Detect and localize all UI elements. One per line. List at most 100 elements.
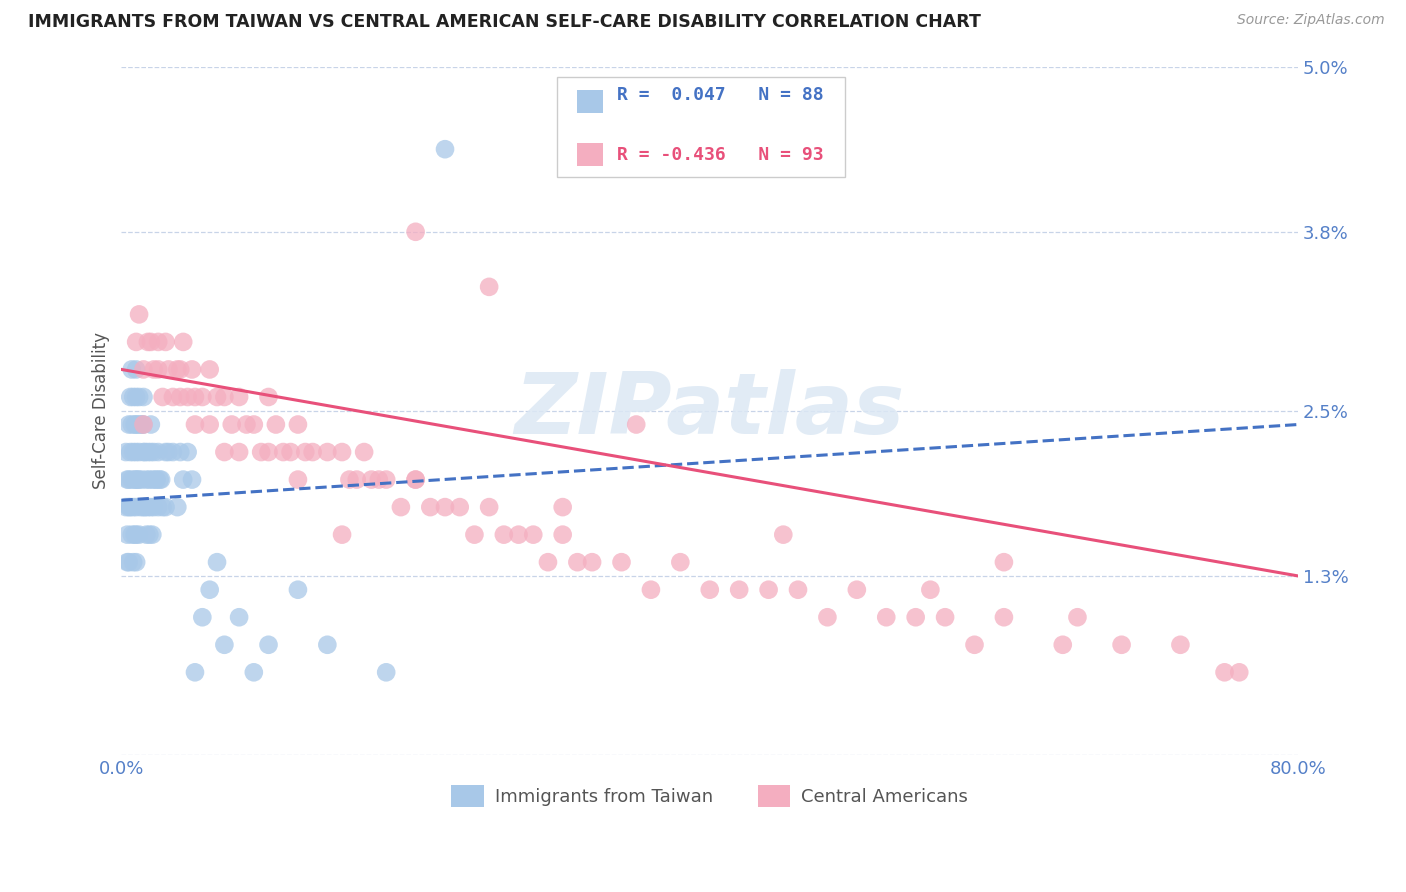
Point: [772, 527, 794, 541]
Point: [330, 527, 353, 541]
Point: [963, 638, 986, 652]
Text: ZIPatlas: ZIPatlas: [515, 369, 905, 452]
Point: [152, 500, 174, 515]
Point: [172, 473, 194, 487]
Point: [434, 500, 457, 515]
Point: [758, 582, 780, 597]
Point: [537, 555, 560, 569]
Point: [122, 555, 145, 569]
Point: [522, 527, 544, 541]
Point: [138, 527, 160, 541]
Point: [138, 473, 160, 487]
Point: [184, 417, 207, 432]
Point: [121, 473, 143, 487]
Point: [1213, 665, 1236, 680]
Point: [176, 445, 198, 459]
Point: [181, 362, 204, 376]
Point: [339, 473, 361, 487]
Point: [198, 417, 221, 432]
Point: [117, 473, 139, 487]
Point: [118, 473, 141, 487]
Point: [142, 500, 165, 515]
Legend: Immigrants from Taiwan, Central Americans: Immigrants from Taiwan, Central American…: [444, 778, 976, 814]
Point: [375, 473, 398, 487]
Point: [610, 555, 633, 569]
Point: [157, 362, 180, 376]
Point: [405, 473, 427, 487]
Point: [257, 445, 280, 459]
Point: [405, 225, 427, 239]
Point: [132, 417, 155, 432]
Point: [176, 390, 198, 404]
Point: [128, 307, 150, 321]
Point: [118, 417, 141, 432]
Point: [508, 527, 530, 541]
Point: [1227, 665, 1250, 680]
Point: [155, 500, 177, 515]
Point: [228, 610, 250, 624]
Point: [121, 527, 143, 541]
Point: [316, 445, 339, 459]
Point: [198, 362, 221, 376]
Point: [145, 473, 167, 487]
Point: [287, 417, 309, 432]
Point: [135, 473, 157, 487]
Point: [166, 362, 188, 376]
Point: [122, 500, 145, 515]
Point: [405, 473, 427, 487]
Point: [294, 445, 316, 459]
Bar: [576, 143, 603, 167]
Point: [149, 473, 172, 487]
Point: [124, 473, 146, 487]
Point: [904, 610, 927, 624]
Point: [235, 417, 257, 432]
Point: [1066, 610, 1088, 624]
Point: [551, 500, 574, 515]
Point: [128, 527, 150, 541]
Point: [129, 500, 152, 515]
Point: [181, 473, 204, 487]
Point: [934, 610, 956, 624]
Point: [360, 473, 382, 487]
Point: [228, 390, 250, 404]
Point: [463, 527, 485, 541]
Point: [567, 555, 589, 569]
Point: [141, 473, 163, 487]
Point: [221, 417, 243, 432]
Point: [157, 445, 180, 459]
Point: [669, 555, 692, 569]
Point: [121, 417, 143, 432]
Point: [492, 527, 515, 541]
Point: [139, 445, 162, 459]
Point: [375, 665, 398, 680]
Point: [120, 500, 142, 515]
Point: [787, 582, 810, 597]
Point: [148, 334, 170, 349]
Point: [845, 582, 868, 597]
Point: [117, 555, 139, 569]
Point: [271, 445, 294, 459]
Point: [132, 500, 155, 515]
Point: [148, 500, 170, 515]
Point: [129, 417, 152, 432]
Point: [301, 445, 323, 459]
Point: [134, 500, 156, 515]
Point: [136, 445, 159, 459]
Point: [125, 500, 148, 515]
Point: [121, 362, 143, 376]
Point: [128, 390, 150, 404]
Point: [243, 417, 266, 432]
Point: [640, 582, 662, 597]
Point: [128, 445, 150, 459]
Point: [699, 582, 721, 597]
Point: [131, 417, 153, 432]
Point: [118, 555, 141, 569]
Point: [155, 334, 177, 349]
Point: [122, 390, 145, 404]
Point: [132, 445, 155, 459]
Point: [166, 500, 188, 515]
Point: [875, 610, 897, 624]
Text: R =  0.047   N = 88: R = 0.047 N = 88: [617, 86, 824, 103]
Point: [1111, 638, 1133, 652]
Point: [316, 638, 339, 652]
